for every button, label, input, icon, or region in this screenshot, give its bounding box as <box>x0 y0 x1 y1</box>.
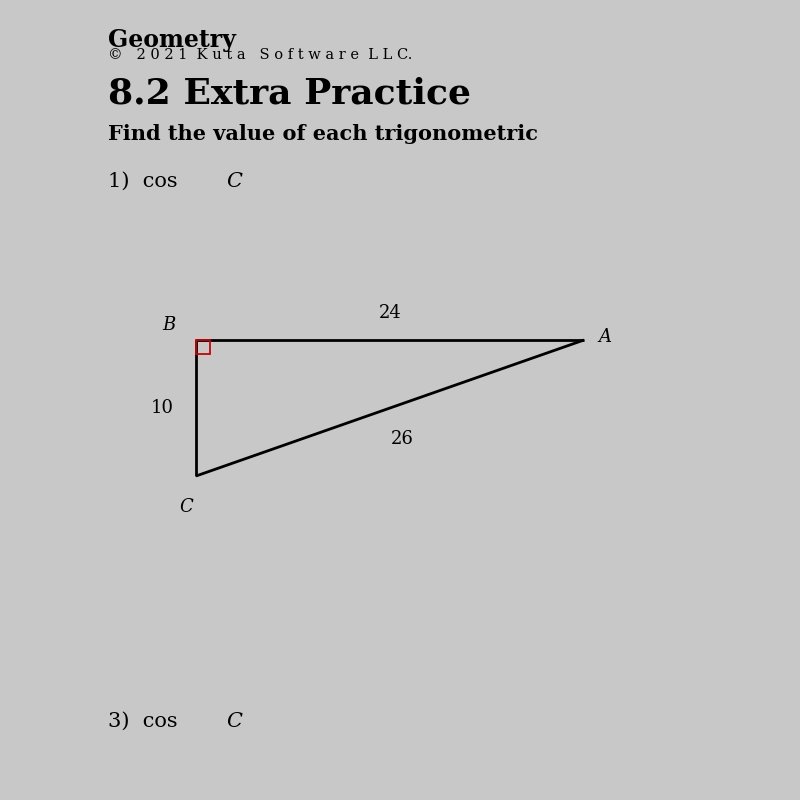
Text: 24: 24 <box>378 305 402 322</box>
Text: 8.2 Extra Practice: 8.2 Extra Practice <box>108 76 471 110</box>
Text: 10: 10 <box>150 399 174 417</box>
Text: ©   2 0 2 1  K u t a   S o f t w a r e  L L C.: © 2 0 2 1 K u t a S o f t w a r e L L C. <box>108 48 412 62</box>
Text: 1)  cos: 1) cos <box>108 172 184 191</box>
Text: Find the value of each trigonometric: Find the value of each trigonometric <box>108 124 538 144</box>
Text: C: C <box>226 712 242 731</box>
Text: 26: 26 <box>390 430 414 448</box>
Text: 3)  cos: 3) cos <box>108 712 184 731</box>
Text: C: C <box>226 172 242 191</box>
Text: A: A <box>598 328 611 346</box>
Text: B: B <box>162 315 176 334</box>
Text: Geometry: Geometry <box>108 28 236 52</box>
Bar <box>196 340 210 354</box>
Text: C: C <box>179 498 194 517</box>
